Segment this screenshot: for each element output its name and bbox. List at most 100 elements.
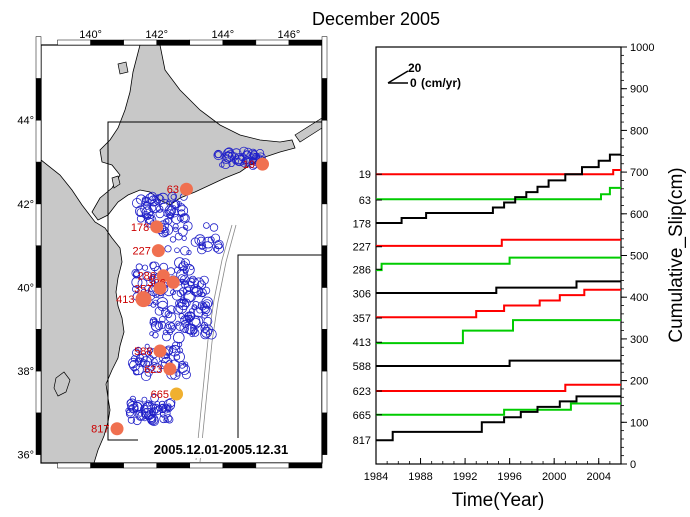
earthquake-circle [220,159,231,170]
earthquake-circle [167,305,176,314]
earthquake-circle [200,303,210,313]
earthquake-circle [149,318,158,327]
station-marker [110,422,124,436]
earthquake-circle [194,234,206,246]
earthquake-circle [241,156,252,166]
map-lon-tick-label: 142° [145,29,168,41]
station-marker [179,182,193,196]
earthquake-circle [165,415,174,424]
map-tick-bar [57,462,91,469]
earthquake-circle [196,306,204,314]
map-tick-bar [123,462,157,469]
earthquake-circle [168,344,181,357]
station-label: 19 [243,159,255,171]
earthquake-circle [203,222,210,229]
earthquake-circle [149,331,155,337]
earthquake-circle [182,298,191,308]
earthquake-circle [177,203,186,212]
map-lat-tick-label: 40° [17,282,34,294]
station-label: 817 [91,424,109,436]
y-tick-label: 100 [630,417,648,429]
y-tick-label: 1000 [630,42,654,54]
earthquake-circle [141,396,148,403]
earthquake-circle [154,306,164,316]
earthquake-circle [147,364,155,372]
station-marker [153,281,167,295]
earthquake-circle [201,312,208,319]
station-marker [150,220,164,234]
earthquake-circle [128,404,135,411]
map-tick-bar [321,245,328,288]
y-tick-label: 800 [630,125,648,137]
earthquake-circle [134,357,143,365]
earthquake-circle [190,237,201,247]
earthquake-circle [166,329,173,336]
earthquake-circle [126,398,138,410]
map-lat-tick-label: 44° [17,115,34,127]
station-label: 286 [137,271,155,283]
slip-series-63 [376,186,621,201]
map-lat-tick-label: 42° [17,199,34,211]
earthquake-circle [219,162,225,168]
earthquake-circle [223,152,234,163]
left-station-label: 178 [353,218,371,230]
earthquake-circle [147,413,159,426]
earthquake-circle [191,315,204,328]
map-tick-bar [255,462,290,469]
slip-chart: 1984 1988 1992 1996 2000 20040100200300400500… [353,42,687,511]
y-tick-label: 400 [630,292,648,304]
earthquake-circle [188,265,194,271]
earthquake-circle [202,241,213,252]
earthquake-circle [177,298,190,311]
earthquake-circle [189,308,195,314]
earthquake-circle [159,316,166,323]
map-tick-bar [90,462,124,469]
earthquake-circle [170,289,176,296]
earthquake-circle [149,261,160,272]
earthquake-circle [144,212,152,220]
station-marker [135,291,152,308]
earthquake-circle [160,308,170,318]
earthquake-circle [214,149,223,159]
map-lat-tick-label: 36° [17,450,34,462]
earthquake-circle [200,324,210,334]
earthquake-circle [192,300,200,308]
slip-series-588 [376,359,621,367]
station-label: 227 [132,246,150,258]
earthquake-circle [209,223,219,232]
earthquake-circle [164,310,173,319]
earthquake-circle [203,301,211,309]
earthquake-circle [136,411,145,420]
earthquake-circle [159,414,168,424]
earthquake-circle [177,262,187,272]
slip-series-306 [376,280,621,294]
station-marker [166,275,180,289]
earthquake-circle [136,208,146,217]
earthquake-circle [141,370,152,381]
map-tick-bar [321,412,328,455]
station-marker [156,269,170,283]
earthquake-circle [159,411,166,418]
map-tick-bar [35,78,42,121]
map-tick-bar [321,203,328,246]
map-tick-bar [156,462,191,469]
slip-series [376,153,621,442]
map-lon-tick-label: 144° [211,29,234,41]
x-tick-label: 1984 [364,471,388,483]
earthquake-circle [149,201,161,213]
earthquake-circle [132,198,143,209]
earthquake-circle [174,247,180,254]
earthquake-circle [146,355,154,363]
earthquake-circle [213,246,220,253]
map-tick-labels: 140° 142° 144° 146° 44° 42° 40° 38° 36° [17,29,300,462]
earthquake-circle [162,329,169,336]
earthquake-circle [186,249,192,256]
earthquake-circle [183,224,189,230]
earthquake-circle [233,154,246,167]
earthquake-circle [165,209,175,219]
earthquake-circle [165,311,177,323]
slip-series-413 [376,319,621,345]
earthquake-circle [213,243,224,254]
